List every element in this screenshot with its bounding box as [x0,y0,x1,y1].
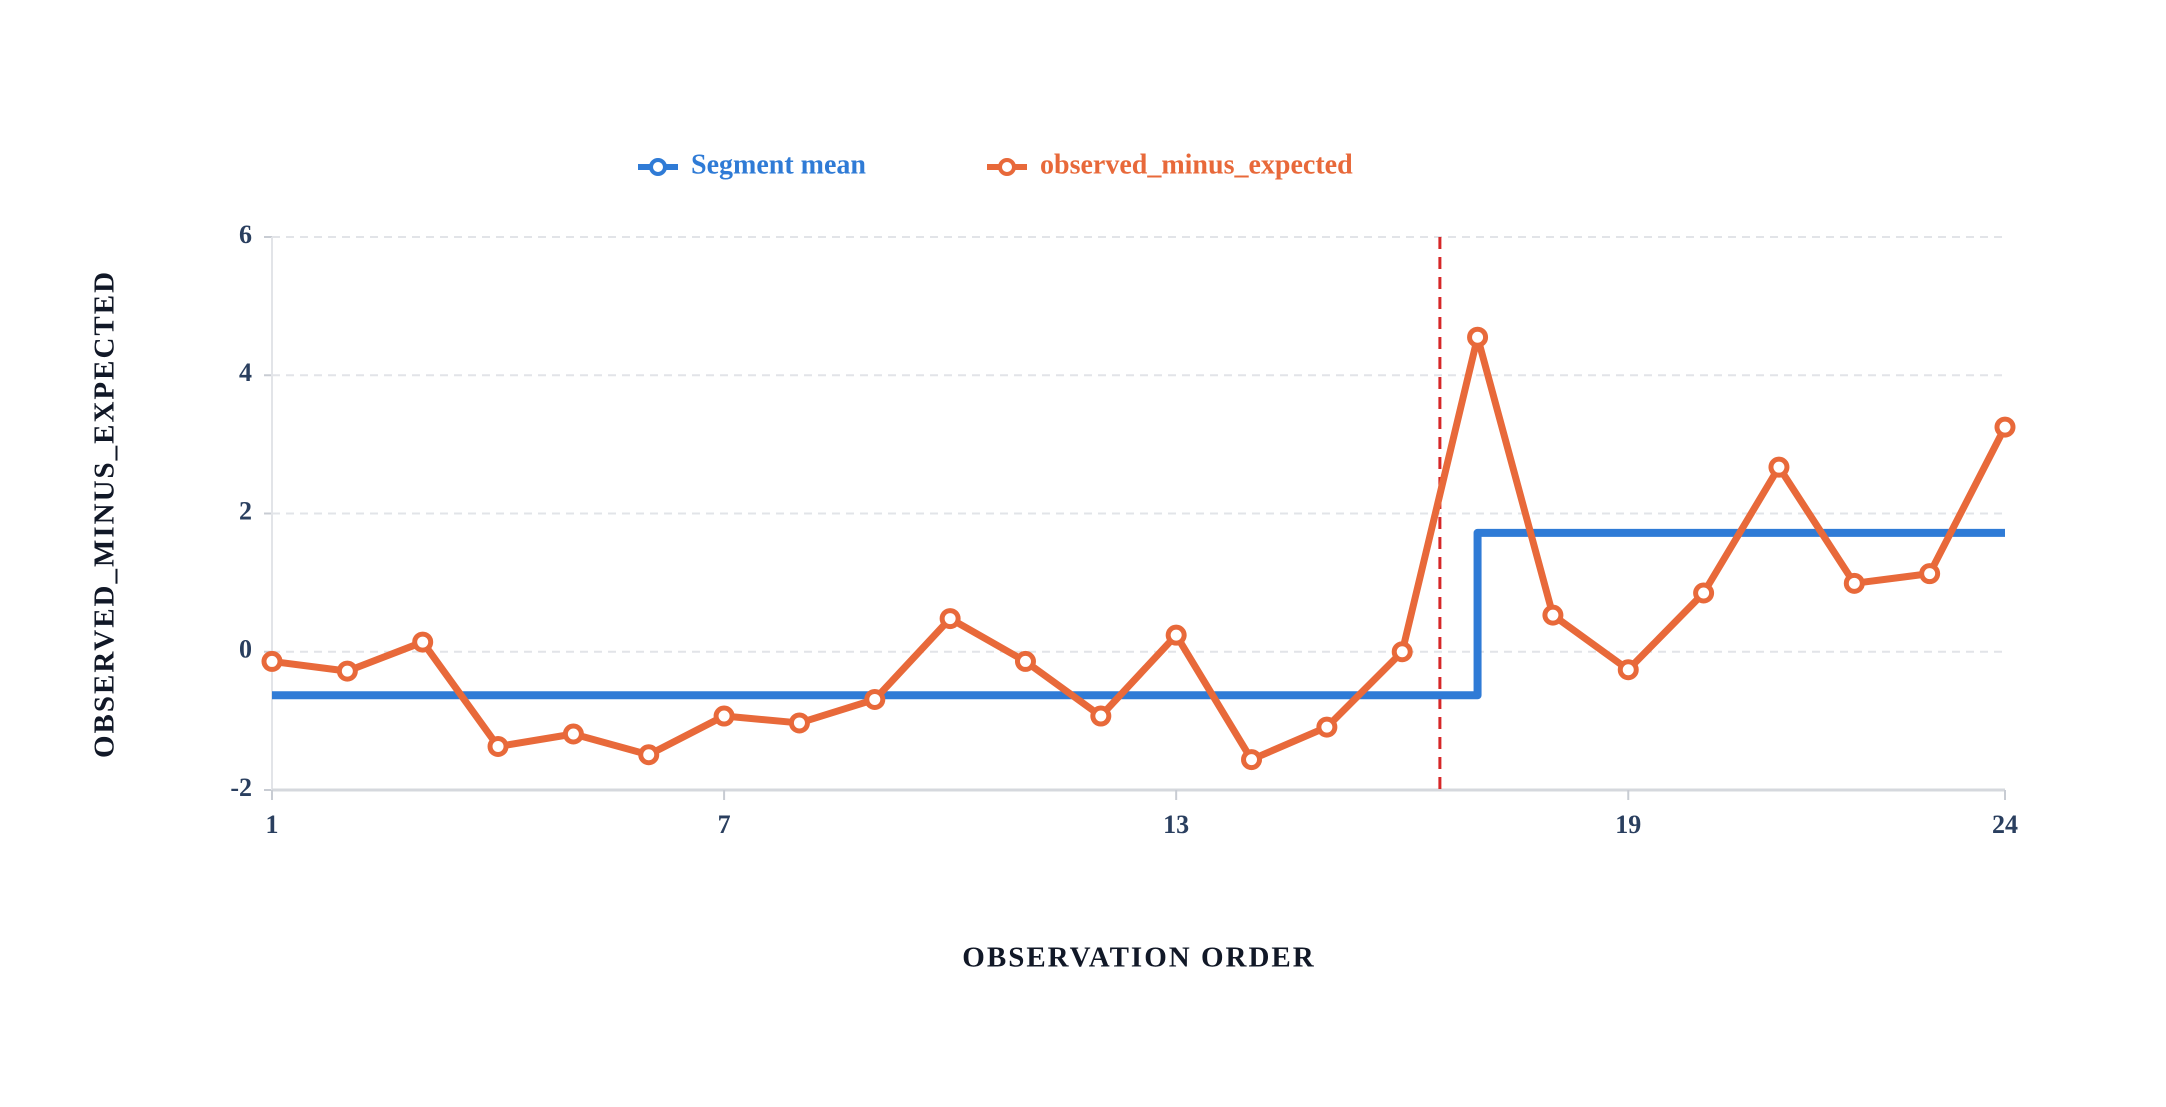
legend-label: observed_minus_expected [1040,149,1353,180]
x-tick-label: 13 [1163,810,1189,839]
x-tick-label: 7 [718,810,731,839]
legend-label: Segment mean [691,149,866,180]
x-tick-label: 1 [266,810,279,839]
y-tick-label: 2 [239,496,252,525]
data-point [713,705,735,727]
data-point [788,712,810,734]
data-point [1391,641,1413,663]
data-point [261,650,283,672]
data-point [562,723,584,745]
y-tick-label: -2 [230,773,252,802]
data-point [1617,659,1639,681]
data-point [1919,563,1941,585]
data-point [1241,749,1263,771]
x-axis-title: OBSERVATION ORDER [962,942,1315,974]
x-tick-label: 19 [1615,810,1641,839]
data-point [1090,705,1112,727]
data-point [487,735,509,757]
legend-marker [649,158,667,176]
data-point [1165,624,1187,646]
data-point [1768,456,1790,478]
data-point [1542,604,1564,626]
data-point [939,608,961,630]
data-point [412,631,434,653]
y-tick-label: 4 [239,358,252,387]
data-point [1467,326,1489,348]
data-point [1014,650,1036,672]
y-axis-title: OBSERVED_MINUS_EXPECTED [89,270,121,758]
data-point [864,688,886,710]
series-line [271,333,2009,764]
data-point [336,660,358,682]
data-point [1316,716,1338,738]
data-point [1994,416,2016,438]
y-tick-label: 6 [239,220,252,249]
y-tick-label: 0 [239,635,252,664]
data-point [1843,572,1865,594]
x-tick-label: 24 [1992,810,2018,839]
data-point [1693,582,1715,604]
data-point [638,744,660,766]
legend-marker [998,158,1016,176]
